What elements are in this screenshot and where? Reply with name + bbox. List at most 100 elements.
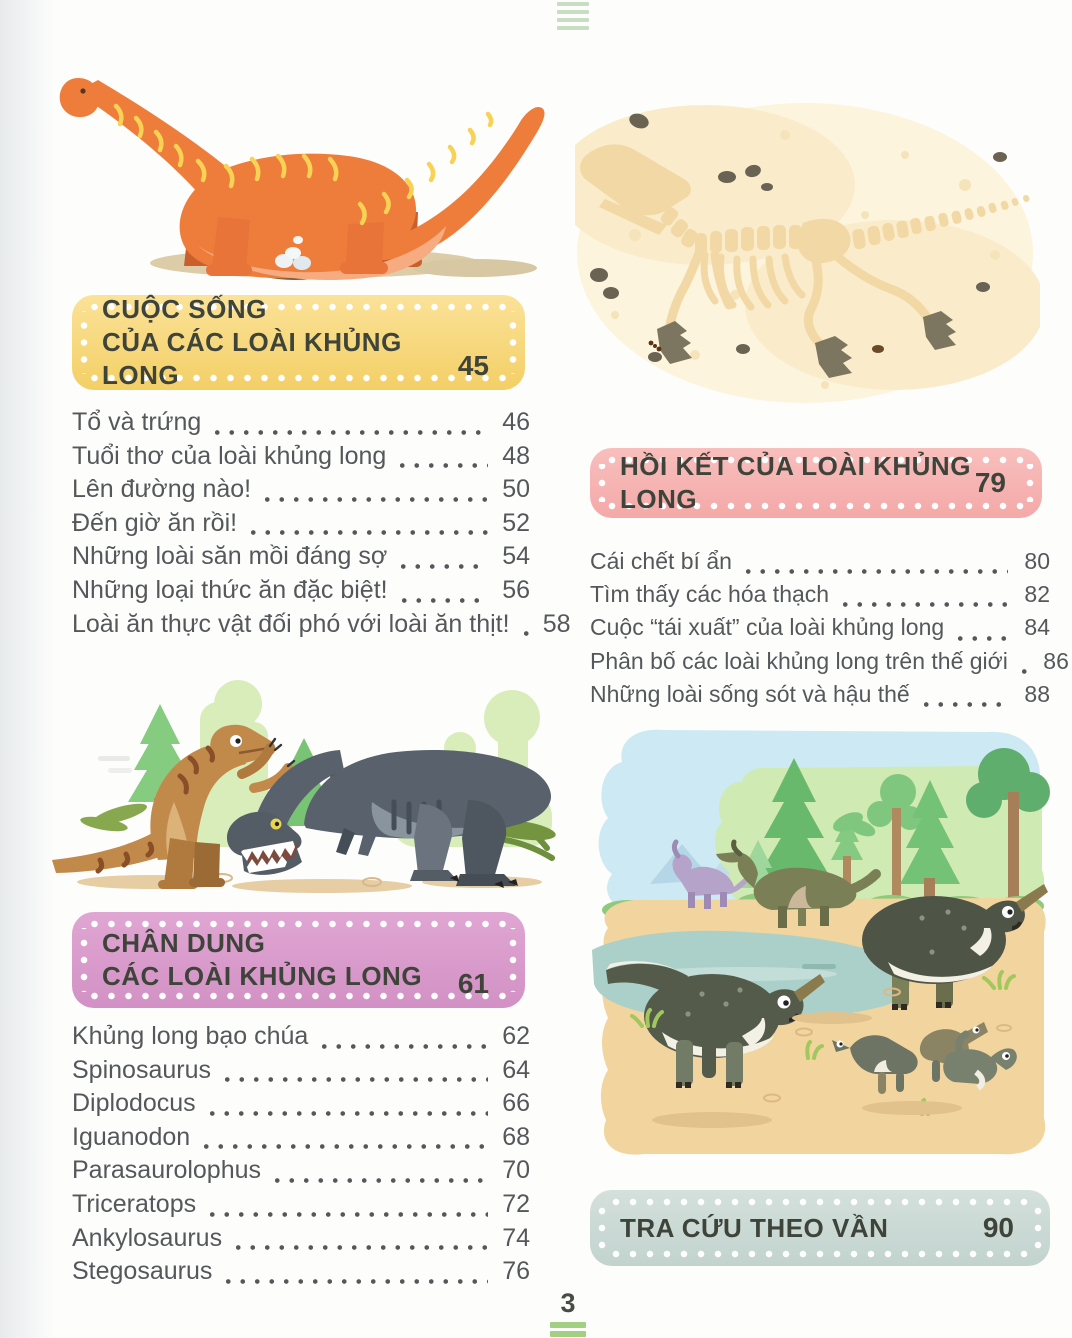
- section-title-line: TRA CỨU THEO VẦN: [620, 1212, 889, 1243]
- section-title-line: CÁC LOÀI KHỦNG LONG: [102, 961, 423, 991]
- entry-page-number: 76: [502, 1257, 530, 1286]
- toc-entry: Stegosaurus 76: [72, 1257, 530, 1291]
- entry-label: Phân bố các loài khủng long trên thế giớ…: [590, 647, 1008, 674]
- section-page-number: 45: [457, 350, 489, 381]
- toc-entry: Những loài sống sót và hậu thế 88: [590, 681, 1050, 714]
- entry-page-number: 70: [502, 1156, 530, 1185]
- entry-label: Triceratops: [72, 1189, 197, 1218]
- page-footer: 3: [538, 1288, 598, 1337]
- toc-entry: Spinosaurus 64: [72, 1056, 530, 1090]
- entry-label: Iguanodon: [72, 1122, 191, 1151]
- entry-page-number: 56: [502, 575, 530, 604]
- footer-green-bar: [550, 1322, 586, 1328]
- entry-leader-dots: [219, 1077, 488, 1083]
- toc-entry: Cái chết bí ẩn 80: [590, 548, 1050, 581]
- entry-page-number: 72: [502, 1189, 530, 1218]
- entry-leader-dots: [199, 1144, 488, 1150]
- page-left-shadow: [0, 0, 55, 1338]
- entry-label: Loài ăn thực vật đối phó với loài ăn thị…: [72, 609, 510, 638]
- section-header-portrait: CHÂN DUNG CÁC LOÀI KHỦNG LONG 61: [72, 912, 525, 1008]
- entry-label: Đến giờ ăn rồi!: [72, 508, 238, 537]
- section-title: TRA CỨU THEO VẦN: [620, 1212, 983, 1245]
- entry-leader-dots: [838, 602, 1008, 608]
- section-page-number: 90: [982, 1212, 1014, 1243]
- section-title: HỒI KẾT CỦA LOÀI KHỦNG LONG: [620, 450, 975, 516]
- section-header-life: CUỘC SỐNG CỦA CÁC LOÀI KHỦNG LONG 45: [72, 293, 525, 392]
- section-page-number: 79: [974, 467, 1006, 498]
- entry-page-number: 64: [502, 1055, 530, 1084]
- entry-leader-dots: [918, 701, 1008, 707]
- entry-label: Những loài săn mồi đáng sợ: [72, 542, 388, 571]
- entry-page-number: 54: [502, 542, 530, 571]
- entry-label: Tuổi thơ của loài khủng long: [72, 441, 387, 470]
- section-title-line: CHÂN DUNG: [102, 928, 266, 958]
- entry-leader-dots: [204, 1110, 488, 1116]
- section-page-number: 61: [457, 968, 489, 999]
- toc-entry: Diplodocus 66: [72, 1089, 530, 1123]
- toc-entry: Những loại thức ăn đặc biệt! 56: [72, 576, 530, 610]
- toc-entry: Tổ và trứng 46: [72, 408, 530, 442]
- entry-page-number: 86: [1043, 647, 1069, 674]
- toc-list-life: Tổ và trứng 46 Tuổi thơ của loài khủng lo…: [72, 408, 571, 643]
- entry-page-number: 58: [542, 609, 571, 638]
- entry-page-number: 82: [1024, 581, 1050, 608]
- footer-green-bar: [550, 1331, 586, 1337]
- section-title: CUỘC SỐNG CỦA CÁC LOÀI KHỦNG LONG: [102, 293, 458, 392]
- toc-entry: Khủng long bạo chúa 62: [72, 1022, 530, 1056]
- entry-leader-dots: [221, 1278, 488, 1284]
- entry-leader-dots: [260, 496, 488, 502]
- entry-leader-dots: [395, 463, 488, 469]
- section-title-line: CUỘC SỐNG: [102, 294, 267, 324]
- toc-entry: Tìm thấy các hóa thạch 82: [590, 581, 1050, 614]
- lakeside-landscape-illustration: [592, 722, 1050, 1160]
- sauropod-illustration: [50, 62, 555, 290]
- entry-page-number: 68: [502, 1122, 530, 1151]
- entry-label: Ankylosaurus: [72, 1223, 223, 1252]
- entry-label: Cái chết bí ẩn: [590, 548, 732, 574]
- entry-page-number: 88: [1024, 680, 1050, 707]
- section-title-line: CỦA CÁC LOÀI KHỦNG LONG: [102, 327, 402, 390]
- entry-leader-dots: [205, 1211, 488, 1217]
- toc-list-end: Cái chết bí ẩn 80 Tìm thấy các hóa thạch 8…: [590, 548, 1069, 714]
- section-header-end: HỒI KẾT CỦA LOÀI KHỦNG LONG 79: [590, 448, 1042, 518]
- entry-leader-dots: [518, 631, 529, 637]
- entry-leader-dots: [270, 1177, 488, 1183]
- toc-entry: Những loài săn mồi đáng sợ 54: [72, 542, 530, 576]
- toc-entry: Đến giờ ăn rồi! 52: [72, 509, 530, 543]
- entry-page-number: 62: [502, 1022, 530, 1050]
- entry-label: Lên đường nào!: [72, 475, 252, 504]
- toc-entry: Iguanodon 68: [72, 1123, 530, 1157]
- toc-entry: Tuổi thơ của loài khủng long 48: [72, 442, 530, 476]
- toc-entry: Phân bố các loài khủng long trên thế giớ…: [590, 647, 1069, 681]
- toc-entry: Cuộc “tái xuất” của loài khủng long 84: [590, 614, 1050, 647]
- entry-leader-dots: [210, 429, 488, 435]
- toc-entry: Lên đường nào! 50: [72, 475, 530, 509]
- entry-label: Cuộc “tái xuất” của loài khủng long: [590, 614, 945, 641]
- entry-page-number: 52: [502, 508, 530, 537]
- entry-label: Spinosaurus: [72, 1055, 211, 1084]
- toc-entry: Ankylosaurus 74: [72, 1224, 530, 1258]
- entry-label: Diplodocus: [72, 1089, 196, 1118]
- entry-leader-dots: [740, 569, 1008, 575]
- entry-leader-dots: [396, 597, 488, 603]
- fossil-skeleton-illustration: [575, 95, 1040, 405]
- entry-leader-dots: [317, 1043, 488, 1049]
- entry-leader-dots: [1016, 668, 1027, 674]
- entry-leader-dots: [396, 563, 488, 569]
- entry-label: Tổ và trứng: [72, 408, 202, 436]
- section-header-index: TRA CỨU THEO VẦN 90: [590, 1190, 1050, 1266]
- entry-label: Parasaurolophus: [72, 1156, 262, 1185]
- entry-page-number: 66: [502, 1089, 530, 1118]
- entry-page-number: 46: [502, 408, 530, 436]
- entry-label: Tìm thấy các hóa thạch: [590, 581, 830, 608]
- toc-list-portrait: Khủng long bạo chúa 62 Spinosaurus 64 Dipl…: [72, 1022, 530, 1291]
- section-title-line: HỒI KẾT CỦA LOÀI KHỦNG LONG: [620, 451, 971, 514]
- dinosaur-fight-illustration: [42, 652, 557, 894]
- entry-page-number: 80: [1024, 548, 1050, 574]
- binding-holes-icon: [557, 2, 589, 34]
- entry-leader-dots: [231, 1245, 488, 1251]
- entry-label: Những loại thức ăn đặc biệt!: [72, 575, 388, 604]
- entry-label: Những loài sống sót và hậu thế: [590, 680, 910, 707]
- toc-entry: Triceratops 72: [72, 1190, 530, 1224]
- entry-page-number: 74: [502, 1223, 530, 1252]
